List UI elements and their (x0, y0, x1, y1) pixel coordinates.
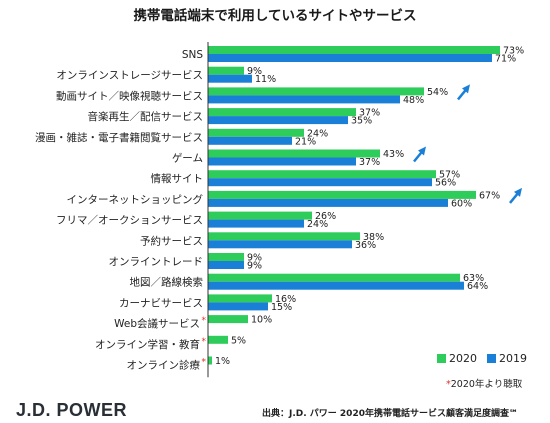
data-label-2020: 67% (479, 190, 500, 201)
source-credit: 出典：J.D. パワー 2020年携帯電話サービス顧客満足度調査℠ (262, 409, 519, 419)
category-label: ゲーム (172, 153, 203, 165)
data-label-2019: 11% (255, 74, 276, 85)
bar-2020 (208, 87, 424, 96)
footnote: *2020年より聴取 (446, 376, 522, 390)
bar-2019 (208, 261, 244, 269)
bar-2019 (208, 74, 252, 83)
data-label-2020: 54% (427, 87, 448, 98)
bar-2019 (208, 198, 448, 207)
data-label-2019: 36% (355, 240, 376, 251)
bar-2019 (208, 178, 432, 187)
data-label-2019: 9% (247, 261, 262, 272)
data-label-2020: 26% (315, 211, 336, 222)
bar-2019 (208, 54, 492, 62)
legend-item-2019: 2019 (487, 352, 527, 365)
data-label-2020: 5% (231, 335, 246, 346)
bar-2019 (208, 281, 464, 290)
new-item-marker: * (202, 358, 207, 368)
data-label-2020: 16% (275, 294, 296, 305)
legend-label-2020: 2020 (449, 352, 477, 365)
bar-2020 (208, 315, 248, 324)
bar-2019 (208, 116, 348, 125)
category-label: 漫画・雑誌・電子書籍閲覧サービス (35, 131, 203, 144)
bar-2020 (208, 356, 212, 365)
category-label: Web会議サービス (114, 317, 200, 330)
bar-2020 (208, 66, 244, 75)
data-label-2019: 21% (295, 136, 316, 147)
data-label-2020: 37% (359, 108, 380, 119)
category-label: フリマ／オークションサービス (56, 215, 203, 227)
bar-2020 (208, 170, 436, 179)
data-label-2019: 56% (435, 178, 456, 189)
category-label: インターネットショッピング (67, 193, 204, 206)
bar-2020 (208, 232, 360, 241)
category-label: 地図／路線検索 (130, 276, 204, 289)
increase-arrow-head-icon (514, 187, 522, 197)
footnote-text: 2020年より聴取 (450, 379, 523, 390)
data-label-2020: 9% (247, 253, 262, 264)
jd-power-logo: J.D. POWER (16, 400, 128, 420)
bar-2020 (208, 190, 476, 199)
category-label: 動画サイト／映像視聴サービス (56, 89, 203, 102)
legend: 2020 2019 (437, 352, 527, 365)
increase-arrow-head-icon (418, 146, 426, 156)
category-label: カーナビサービス (119, 297, 203, 309)
data-label-2019: 24% (307, 219, 328, 230)
data-label-2020: 73% (503, 46, 524, 57)
chart-title: 携帯電話端末で利用しているサイトやサービス (133, 8, 417, 24)
data-label-2020: 24% (307, 128, 328, 139)
data-label-2020: 57% (439, 170, 460, 181)
category-label: オンライントレード (109, 256, 204, 268)
data-label-2019: 37% (359, 157, 380, 168)
category-label: SNS (182, 49, 204, 61)
bar-2019 (208, 240, 352, 249)
bar-2020 (208, 108, 356, 117)
new-item-marker: * (202, 316, 207, 326)
bar-2020 (208, 273, 460, 282)
data-label-2020: 43% (383, 149, 404, 160)
bar-2019 (208, 157, 356, 166)
bar-2020 (208, 149, 380, 158)
category-label: 情報サイト (151, 172, 204, 185)
legend-label-2019: 2019 (499, 352, 527, 365)
bar-2020 (208, 253, 244, 261)
data-label-2019: 64% (467, 281, 488, 292)
data-label-2020: 63% (463, 273, 484, 284)
legend-swatch-2019 (487, 354, 496, 363)
footnote-mark: * (446, 379, 451, 390)
bar-2019 (208, 219, 304, 228)
category-label: オンライン診療 (127, 359, 201, 372)
data-label-2019: 48% (403, 95, 424, 106)
bar-2020 (208, 294, 272, 303)
bar-2020 (208, 128, 304, 137)
data-label-2020: 1% (215, 356, 230, 367)
bar-2019 (208, 302, 268, 311)
data-label-2020: 9% (247, 66, 262, 77)
bar-2020 (208, 335, 228, 344)
data-label-2020: 10% (251, 315, 272, 326)
new-item-marker: * (202, 337, 207, 347)
category-label: 予約サービス (140, 234, 203, 247)
data-label-2020: 38% (363, 232, 384, 243)
bar-2020 (208, 46, 500, 54)
data-label-2019: 35% (351, 116, 372, 127)
increase-arrow-head-icon (462, 84, 470, 94)
bar-2019 (208, 136, 292, 145)
data-label-2019: 60% (451, 198, 472, 209)
data-label-2019: 15% (271, 302, 292, 313)
legend-item-2020: 2020 (437, 352, 477, 365)
category-label: オンライン学習・教育 (95, 338, 200, 351)
category-label: 音楽再生／配信サービス (88, 110, 204, 123)
bar-2020 (208, 211, 312, 220)
category-label: オンラインストレージサービス (56, 70, 203, 82)
bar-2019 (208, 95, 400, 104)
legend-swatch-2020 (437, 354, 446, 363)
data-label-2019: 71% (495, 54, 516, 65)
